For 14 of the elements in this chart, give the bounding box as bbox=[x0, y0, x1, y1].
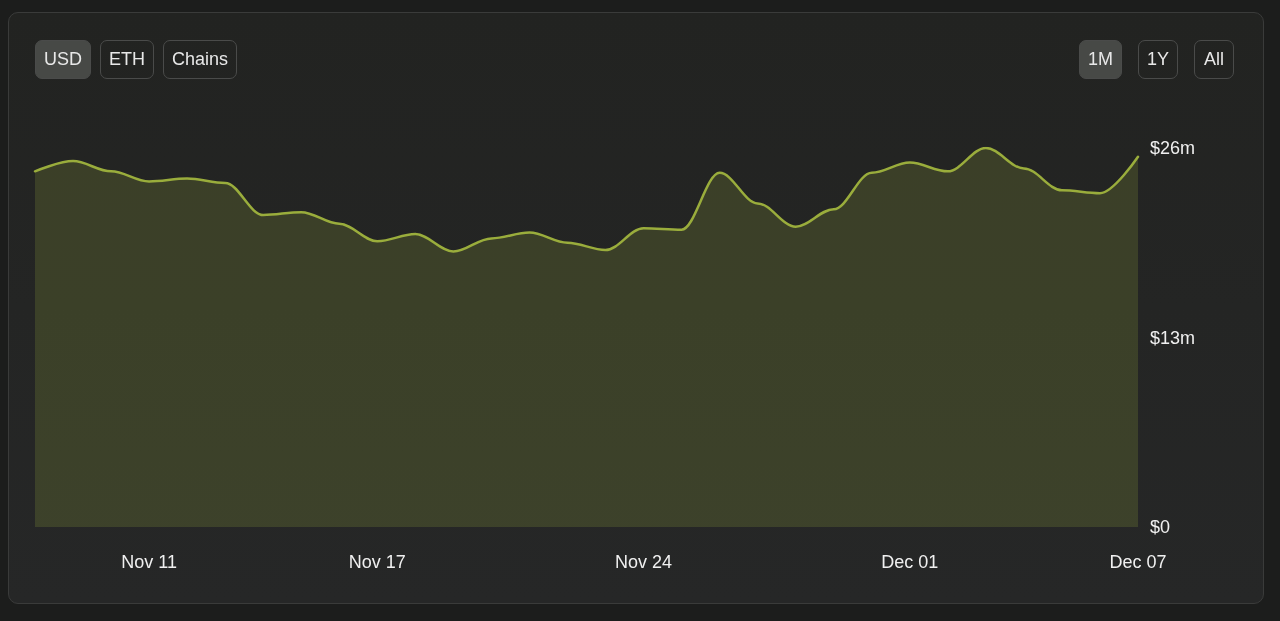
x-tick-label: Dec 01 bbox=[881, 552, 939, 572]
button: 1M bbox=[1078, 40, 1122, 79]
x-tick-label: Dec 07 bbox=[1109, 552, 1167, 572]
y-tick-label: $0 bbox=[1150, 517, 1171, 537]
button: ETH bbox=[100, 40, 154, 79]
x-tick-label: Nov 17 bbox=[348, 552, 406, 572]
button: 1Y bbox=[1137, 40, 1178, 79]
button: All bbox=[1194, 40, 1234, 79]
button: USD bbox=[35, 40, 91, 79]
y-tick-label: $13m bbox=[1150, 327, 1196, 348]
x-tick-label: Nov 11 bbox=[121, 552, 177, 572]
y-tick-label: $26m bbox=[1150, 138, 1196, 158]
x-tick-label: Nov 24 bbox=[615, 552, 673, 572]
button: Chains bbox=[163, 40, 238, 79]
